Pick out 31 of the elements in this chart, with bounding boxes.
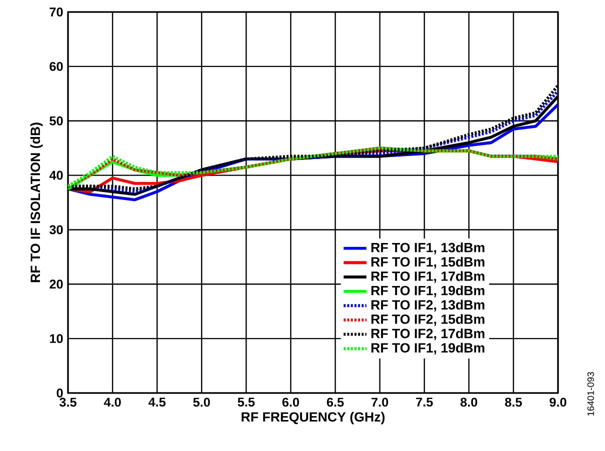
- legend-label: RF TO IF2, 13dBm: [371, 300, 484, 312]
- x-axis-title: RF FREQUENCY (GHz): [242, 412, 385, 424]
- x-tick-label: 5.5: [238, 398, 255, 407]
- y-tick-label: 0: [56, 388, 63, 398]
- y-tick-label: 60: [50, 62, 63, 71]
- x-tick-label: 8.0: [460, 398, 478, 407]
- x-tick-label: 4.0: [104, 398, 121, 407]
- y-tick-label: 50: [50, 116, 63, 126]
- x-tick-label: 4.5: [148, 398, 166, 407]
- legend-label: RF TO IF1, 19dBm: [371, 342, 484, 355]
- x-tick-label: 3.5: [59, 398, 76, 407]
- x-tick-label: 6.5: [326, 398, 344, 407]
- legend-label: RF TO IF1, 13dBm: [371, 242, 484, 254]
- legend-label: RF TO IF2, 15dBm: [371, 314, 484, 326]
- y-tick-label: 20: [50, 280, 63, 289]
- y-tick-label: 70: [50, 8, 63, 16]
- legend-label: RF TO IF2, 17dBm: [371, 328, 484, 340]
- text: 16401-093: [587, 372, 594, 416]
- x-tick-label: 7.0: [372, 398, 388, 407]
- x-tick-label: 5.0: [193, 398, 210, 407]
- x-tick-label: 6.0: [282, 398, 300, 407]
- y-axis-title: RF TO IF ISOLATION (dB): [30, 122, 43, 282]
- x-tick-label: 8.5: [505, 398, 522, 407]
- legend-label: RF TO IF1, 15dBm: [371, 256, 484, 269]
- legend-label: RF TO IF1, 17dBm: [371, 271, 484, 283]
- x-tick-label: 9.0: [550, 398, 566, 407]
- y-tick-label: 10: [50, 334, 63, 344]
- y-tick-label: 30: [50, 225, 63, 234]
- legend-label: RF TO IF1, 19dBm: [371, 285, 484, 298]
- y-tick-label: 40: [49, 170, 63, 180]
- x-tick-label: 7.5: [416, 398, 433, 407]
